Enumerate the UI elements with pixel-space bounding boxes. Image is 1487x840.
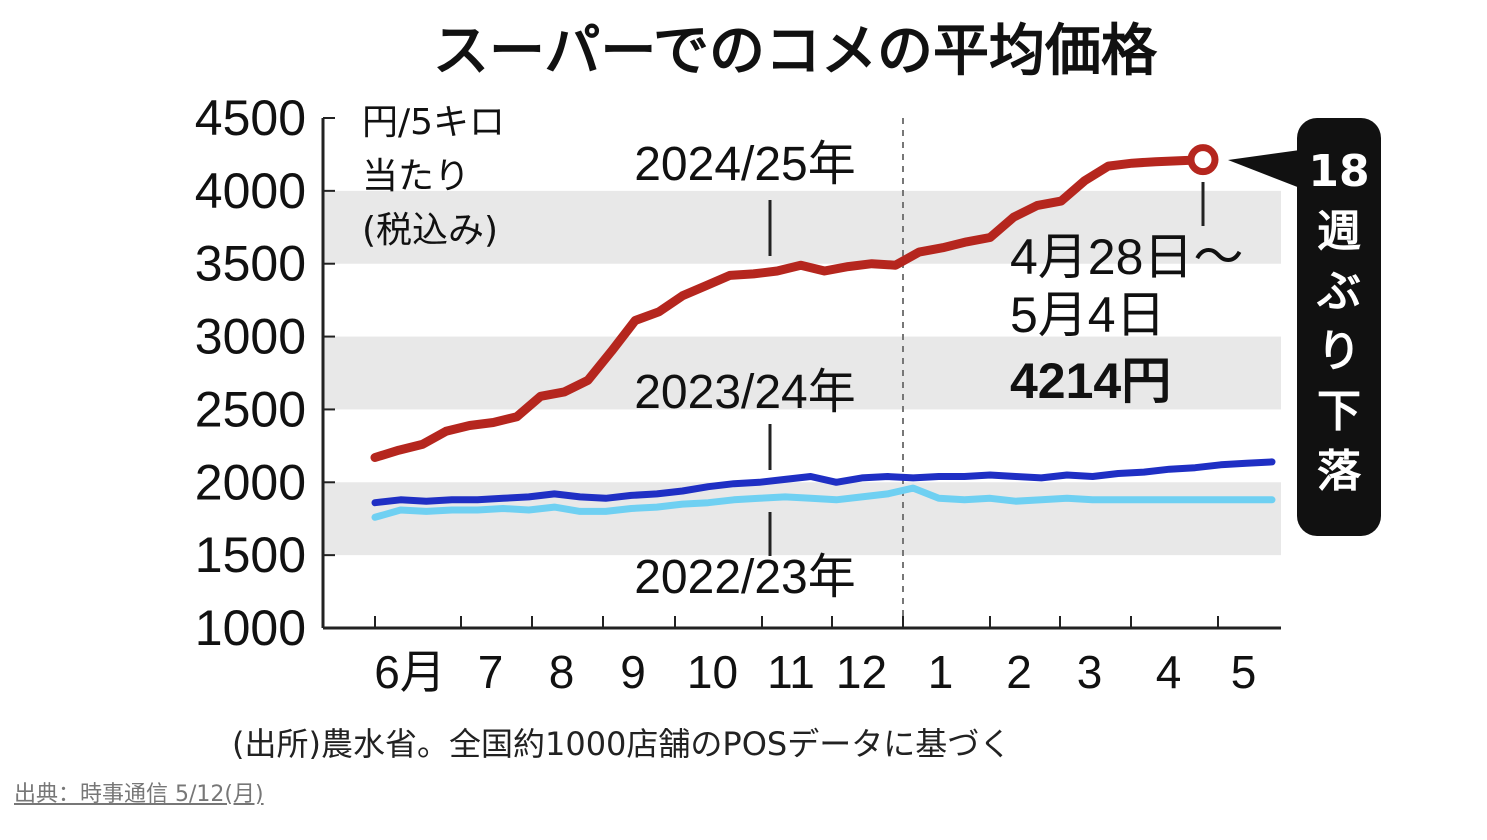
callout-char: ぶ	[1316, 266, 1361, 317]
x-tick-label: 7	[478, 646, 504, 698]
x-tick-labels: 6月 7 8 9 10 11 12 1 2 3 4 5	[374, 616, 1256, 698]
y-tick-label: 3500	[195, 236, 306, 292]
callout-char: 落	[1317, 446, 1362, 497]
credit-link[interactable]: 出典：時事通信 5/12(月)	[14, 782, 264, 807]
y-tick-label: 2500	[195, 381, 306, 437]
y-tick-label: 3000	[195, 309, 306, 365]
x-tick-label: 8	[549, 646, 575, 698]
y-tick-label: 1000	[195, 600, 306, 656]
series-label-2022-23: 2022/23年	[634, 551, 856, 604]
y-tick-label: 4000	[195, 163, 306, 219]
x-tick-label: 1	[928, 646, 954, 698]
y-tick-label: 1500	[195, 527, 306, 583]
x-tick-label: 12	[836, 646, 887, 698]
callout-char: 下	[1317, 386, 1361, 437]
grid-band	[323, 190, 1281, 264]
y-tick-label: 4500	[195, 90, 306, 146]
series-label-2023-24: 2023/24年	[634, 366, 856, 419]
y-tick-labels: 4500 4000 3500 3000 2500 2000 1500 1000	[195, 90, 335, 656]
callout-char: 週	[1317, 206, 1361, 257]
unit-label-line3: (税込み)	[362, 210, 498, 251]
series-line	[371, 484, 1276, 521]
y-tick-label: 2000	[195, 454, 306, 510]
series-label-2024-25: 2024/25年	[634, 138, 856, 191]
x-tick-label: 11	[767, 646, 815, 698]
x-tick-label: 6月	[374, 646, 446, 698]
grid-band	[323, 336, 1281, 410]
series-line	[370, 155, 1208, 462]
x-tick-label: 10	[687, 646, 738, 698]
unit-label-line2: 当たり	[362, 156, 470, 197]
grid-band	[323, 482, 1281, 556]
x-tick-label: 4	[1156, 646, 1182, 698]
unit-label-line1: 円/5キロ	[362, 102, 505, 143]
chart: 4500 4000 3500 3000 2500 2000 1500 1000 6月 7 8 9 10…	[195, 19, 1381, 763]
latest-point-marker	[1187, 144, 1219, 176]
callout-char: 18	[1308, 146, 1369, 197]
chart-title: スーパーでのコメの平均価格	[433, 19, 1158, 84]
x-tick-label: 9	[620, 646, 646, 698]
callout-char: り	[1317, 326, 1361, 377]
series-lines	[370, 144, 1276, 521]
annotation-date-start: 4月28日～	[1010, 229, 1243, 285]
x-tick-label: 3	[1077, 646, 1103, 698]
series-line	[371, 458, 1276, 507]
x-tick-label: 5	[1231, 646, 1257, 698]
axes	[321, 118, 1281, 630]
x-tick-label: 2	[1006, 646, 1032, 698]
annotation-price: 4214円	[1010, 353, 1171, 409]
annotation-date-end: 5月4日	[1010, 287, 1166, 343]
source-note: (出所)農水省。全国約1000店舗のPOSデータに基づく	[232, 725, 1011, 763]
